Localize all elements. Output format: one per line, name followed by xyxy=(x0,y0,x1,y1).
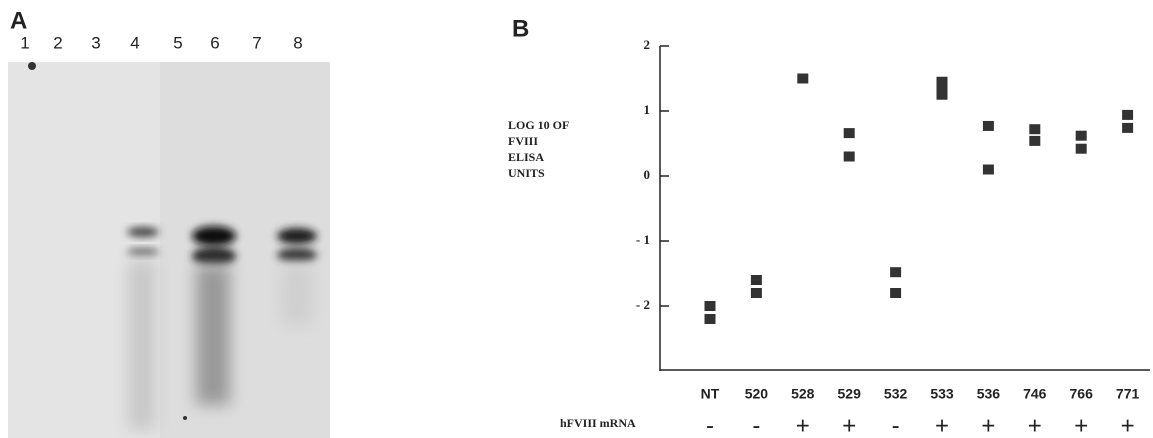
gel-image xyxy=(8,62,330,438)
x-tick-label: 771 xyxy=(1116,386,1140,402)
point xyxy=(751,288,762,298)
lane-label: 1 xyxy=(20,33,29,52)
point xyxy=(1029,136,1040,146)
y-axis-label: FVIII xyxy=(508,134,538,148)
y-axis-label: ELISA xyxy=(508,150,544,164)
point xyxy=(1076,131,1087,141)
row-value: + xyxy=(1121,412,1135,438)
x-tick-label: 520 xyxy=(745,386,769,402)
panel-label: A xyxy=(10,7,27,34)
y-tick-label: - 2 xyxy=(636,297,650,312)
lane-label: 5 xyxy=(173,33,182,52)
x-tick-label: 746 xyxy=(1023,386,1047,402)
point xyxy=(797,74,808,84)
y-axis-label: UNITS xyxy=(508,166,545,180)
figure: A B 1 2 3 4 5 6 7 8 2 1 0 - 1 - 2 LOG 10 OF FVIII ELISA… xyxy=(0,0,1153,438)
lane-label: 6 xyxy=(210,33,219,52)
point xyxy=(844,152,855,162)
point xyxy=(1029,124,1040,134)
y-tick-label: 1 xyxy=(644,102,651,117)
row-value: + xyxy=(842,412,856,438)
row-value: + xyxy=(796,412,810,438)
point xyxy=(890,288,901,298)
point xyxy=(1122,110,1133,120)
x-tick-label: 536 xyxy=(977,386,1001,402)
point xyxy=(983,165,994,175)
lane-label: 4 xyxy=(130,33,139,52)
row-value: - xyxy=(892,412,900,438)
row-value: + xyxy=(1074,412,1088,438)
x-tick-label: 766 xyxy=(1070,386,1094,402)
row-label: hFVIII mRNA xyxy=(560,416,636,430)
point xyxy=(705,301,716,311)
y-axis-label: LOG 10 OF xyxy=(508,118,569,132)
point xyxy=(1122,123,1133,133)
x-tick-label: NT xyxy=(701,386,720,402)
row-value: + xyxy=(935,412,949,438)
point xyxy=(983,121,994,131)
panel-label: B xyxy=(512,15,529,42)
point xyxy=(1076,144,1087,154)
point xyxy=(751,275,762,285)
y-tick-label: 2 xyxy=(644,37,651,52)
point xyxy=(844,128,855,138)
lane-label: 8 xyxy=(293,33,302,52)
lane-label: 7 xyxy=(252,33,261,52)
point xyxy=(890,267,901,277)
y-tick-label: 0 xyxy=(644,167,651,182)
x-tick-label: 533 xyxy=(930,386,954,402)
x-tick-label: 529 xyxy=(838,386,862,402)
row-value: + xyxy=(981,412,995,438)
y-tick-label: - 1 xyxy=(636,232,650,247)
point xyxy=(937,90,948,100)
row-value: - xyxy=(752,412,760,438)
lane-label: 2 xyxy=(53,33,62,52)
row-value: - xyxy=(706,412,714,438)
x-tick-label: 532 xyxy=(884,386,908,402)
lane-label: 3 xyxy=(91,33,100,52)
x-tick-label: 528 xyxy=(791,386,815,402)
point xyxy=(705,314,716,324)
row-value: + xyxy=(1028,412,1042,438)
